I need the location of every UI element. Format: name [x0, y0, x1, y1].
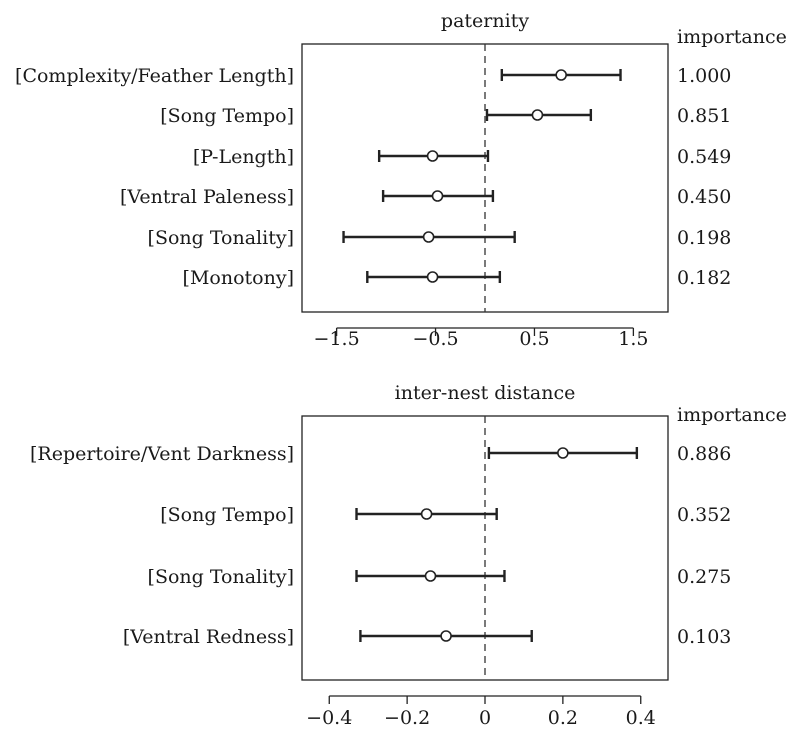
x-tick-label: 1.5 [618, 328, 648, 350]
importance-header: importance [677, 404, 786, 426]
point-estimate [426, 150, 439, 162]
predictor-label: [Monotony] [183, 267, 294, 289]
coefficient-row: [Song Tempo] 0.352 [160, 504, 731, 526]
coefficient-row: [Ventral Redness] 0.103 [123, 626, 732, 648]
importance-header: importance [677, 26, 786, 48]
x-tick-label: −0.2 [384, 707, 430, 729]
coefficient-row: [Complexity/Feather Length] 1.000 [15, 65, 731, 87]
predictor-label: [Ventral Paleness] [120, 186, 294, 208]
importance-value: 0.182 [677, 267, 731, 289]
x-tick-label: 0.5 [519, 328, 549, 350]
importance-value: 0.198 [677, 227, 731, 249]
point-estimate [431, 190, 444, 202]
importance-value: 1.000 [677, 65, 731, 87]
predictor-label: [Repertoire/Vent Darkness] [30, 443, 294, 465]
x-axis: −1.5 −0.5 0.5 1.5 [314, 327, 648, 350]
predictor-label: [Song Tempo] [160, 105, 294, 127]
importance-value: 0.103 [677, 626, 731, 648]
x-axis: −0.4 −0.2 0 0.2 0.4 [306, 695, 656, 729]
point-estimate [557, 447, 569, 459]
predictor-label: [Song Tempo] [160, 504, 294, 526]
point-estimate [422, 231, 435, 243]
panel-title: inter-nest distance [395, 382, 576, 404]
predictor-label: [Song Tonality] [148, 227, 294, 249]
coefficient-row: [Ventral Paleness] 0.450 [120, 186, 731, 208]
point-estimate [440, 630, 452, 642]
x-tick-label: 0.2 [548, 707, 578, 729]
coefficient-row: [Song Tonality] 0.198 [148, 227, 732, 249]
coefficient-row: [Monotony] 0.182 [183, 267, 732, 289]
importance-value: 0.275 [677, 566, 731, 588]
x-tick-label: 0.4 [626, 707, 656, 729]
x-tick-label: −0.4 [306, 707, 352, 729]
point-estimate [424, 570, 437, 582]
coefficient-row: [Repertoire/Vent Darkness] 0.886 [30, 443, 731, 465]
predictor-label: [P-Length] [193, 146, 294, 168]
x-tick-label: −1.5 [314, 328, 360, 350]
predictor-label: [Song Tonality] [148, 566, 294, 588]
importance-value: 0.886 [677, 443, 731, 465]
point-estimate [420, 508, 433, 520]
panel-title: paternity [441, 10, 529, 32]
predictor-label: [Ventral Redness] [123, 626, 294, 648]
importance-value: 0.450 [677, 186, 731, 208]
coefficient-row: [Song Tonality] 0.275 [148, 566, 732, 588]
panel-1: paternity importance −1.5 −0.5 0.5 1.5 [Comple… [15, 10, 786, 350]
point-estimate [531, 109, 544, 121]
point-estimate [426, 271, 439, 283]
panel-2: inter-nest distance importance −0.4 −0.2 0 0.… [30, 382, 786, 729]
importance-value: 0.352 [677, 504, 731, 526]
point-estimate [555, 69, 567, 81]
x-tick-label: 0 [479, 707, 491, 729]
predictor-label: [Complexity/Feather Length] [15, 65, 294, 87]
coefficient-row: [Song Tempo] 0.851 [160, 105, 731, 127]
x-tick-label: −0.5 [412, 328, 458, 350]
coefficient-row: [P-Length] 0.549 [193, 146, 732, 168]
importance-value: 0.851 [677, 105, 731, 127]
importance-value: 0.549 [677, 146, 731, 168]
